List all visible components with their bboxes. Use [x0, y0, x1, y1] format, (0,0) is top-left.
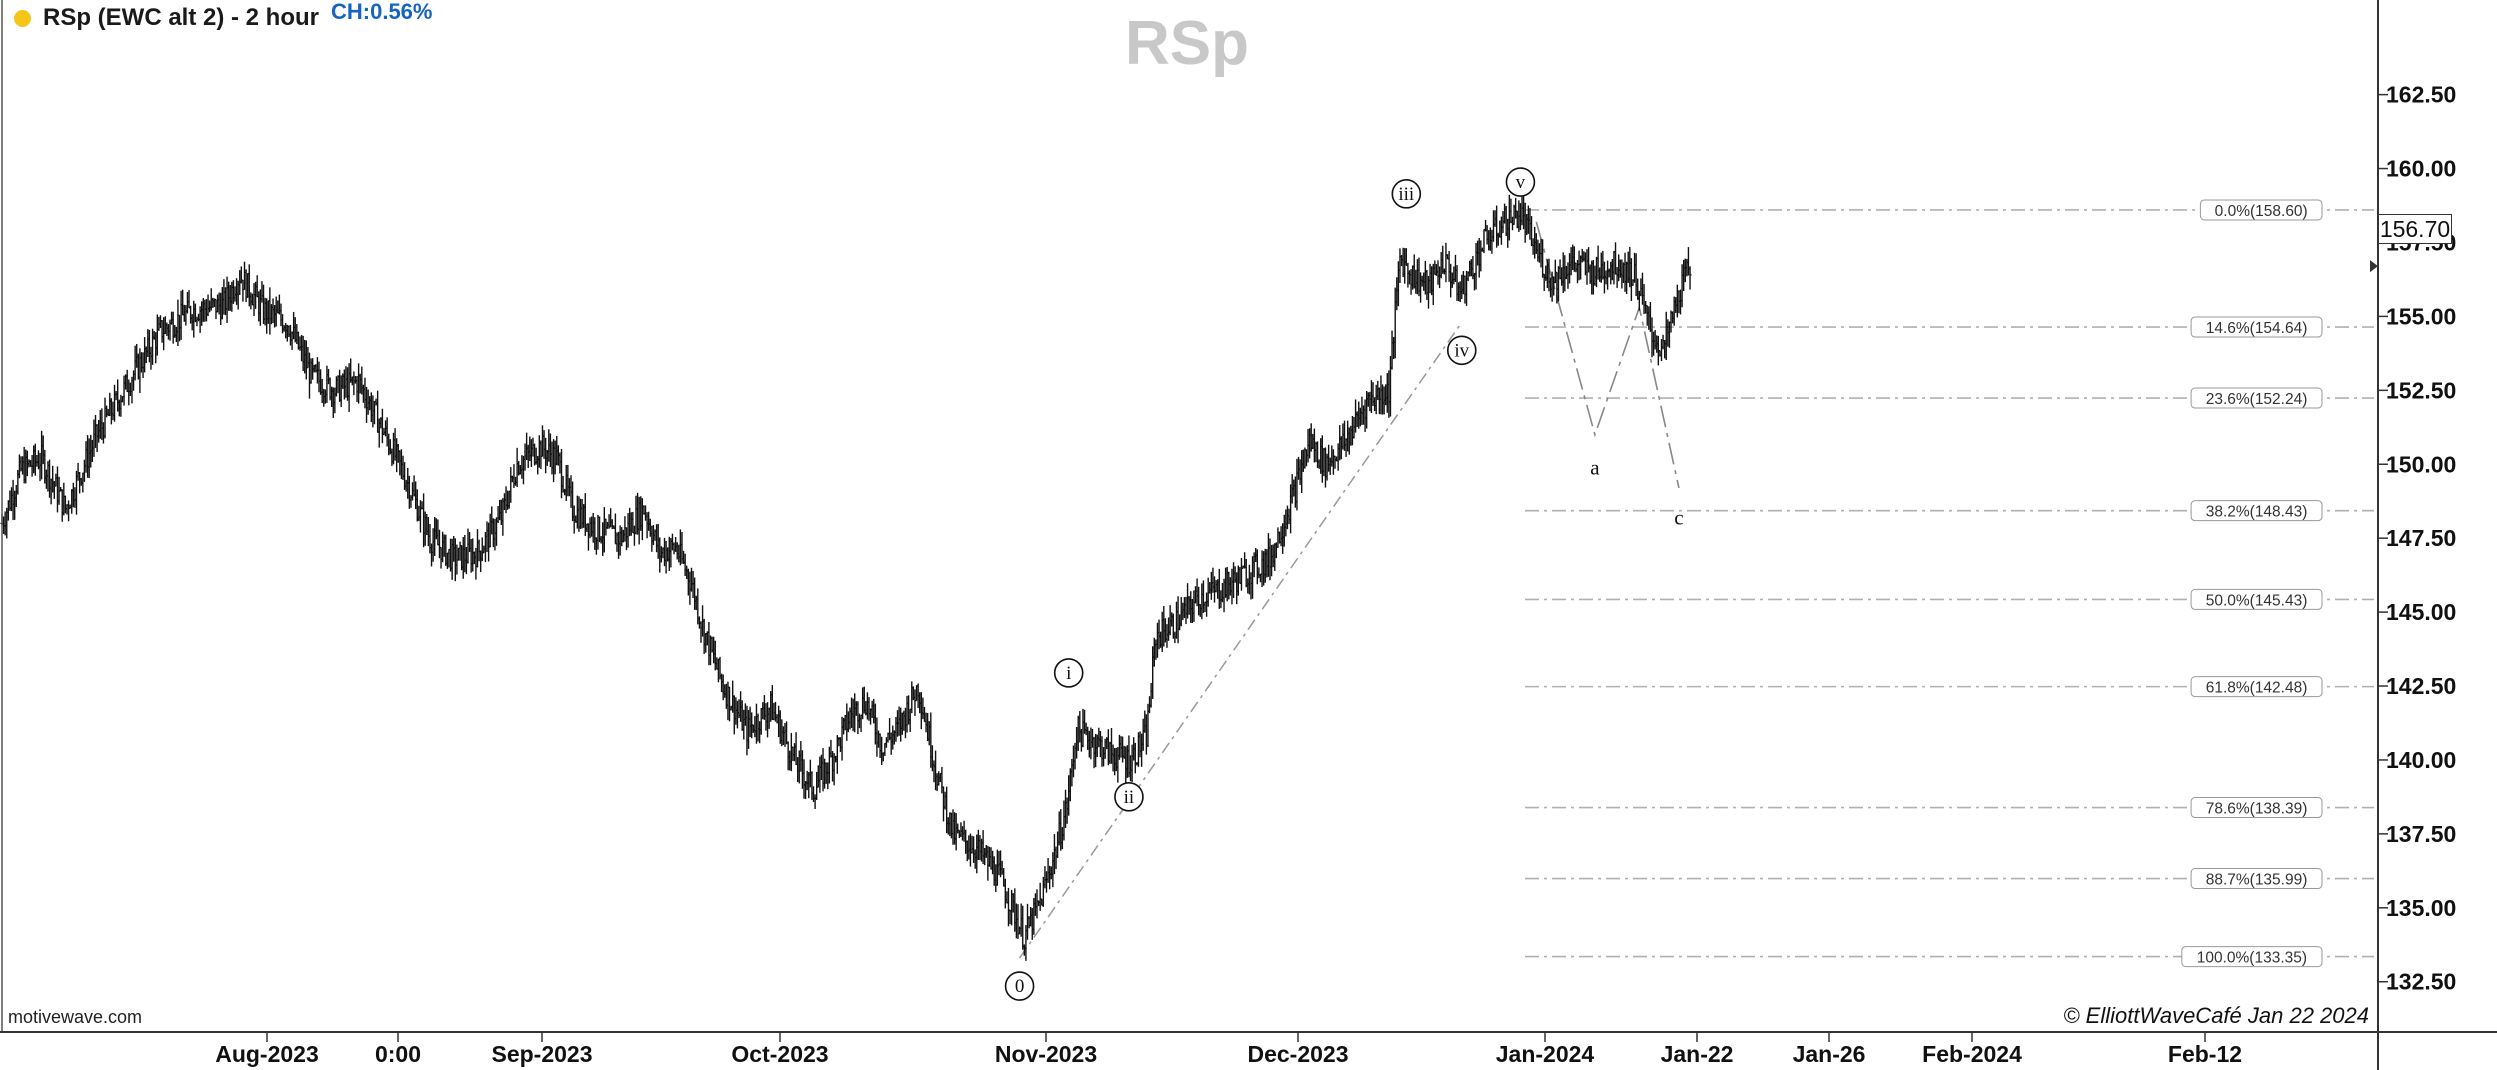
y-tick-label: 162.50 — [2386, 82, 2456, 108]
fib-label: 100.0%(133.35) — [2197, 950, 2307, 967]
x-tick-label: Jan-26 — [1793, 1041, 1866, 1067]
wave-label: v — [1516, 172, 1526, 193]
wave-label: c — [1674, 506, 1683, 530]
wave-label: ii — [1124, 787, 1135, 808]
x-tick-label: Jan-22 — [1661, 1041, 1734, 1067]
fib-label: 61.8%(142.48) — [2206, 680, 2308, 697]
y-tick-label: 132.50 — [2386, 969, 2456, 995]
x-tick-label: Feb-12 — [2168, 1041, 2242, 1067]
fib-label-box — [2190, 676, 2323, 698]
last-price-pointer — [2370, 260, 2378, 273]
y-tick-label: 140.00 — [2386, 747, 2456, 773]
symbol-watermark: RSp — [1125, 9, 1249, 78]
wave-label-circle — [1114, 782, 1144, 812]
fib-label: 0.0%(158.60) — [2215, 203, 2308, 220]
motivewave-link: motivewave.com — [8, 1007, 143, 1027]
y-tick-label: 137.50 — [2386, 821, 2456, 847]
chart-title[interactable]: RSp (EWC alt 2) - 2 hour — [43, 4, 319, 31]
fib-label-box — [2181, 946, 2323, 968]
last-price-marker: 156.70 — [2378, 214, 2452, 244]
wave-label-circle — [1446, 335, 1477, 366]
fib-label: 23.6%(152.24) — [2206, 391, 2308, 408]
y-tick-label: 155.00 — [2386, 303, 2456, 329]
wave-label: i — [1066, 663, 1071, 684]
y-tick-label: 150.00 — [2386, 451, 2456, 477]
wave-label: a — [1590, 455, 1600, 479]
fib-label: 78.6%(138.39) — [2206, 801, 2308, 818]
wave-label-circle — [1391, 179, 1422, 209]
time-axis[interactable]: Aug-2023 0:00 Sep-2023 Oct-2023 Nov-2023 Dec-… — [215, 1032, 2242, 1067]
chart-header: RSp (EWC alt 2) - 2 hour CH:0.56% — [14, 0, 432, 32]
x-tick-label: Aug-2023 — [215, 1041, 319, 1067]
wave-label: iv — [1454, 340, 1469, 361]
fib-label-box — [2190, 797, 2323, 819]
fib-label-box — [2199, 199, 2323, 221]
fib-label: 50.0%(145.43) — [2206, 592, 2308, 609]
wave-label: iii — [1398, 184, 1414, 205]
y-tick-label: 142.50 — [2386, 673, 2456, 699]
fib-label: 38.2%(148.43) — [2206, 504, 2308, 521]
x-tick-label: 0:00 — [375, 1041, 421, 1067]
change-percent: CH:0.56% — [331, 0, 433, 24]
wave-label-circle — [1505, 167, 1536, 197]
y-tick-label: 135.00 — [2386, 895, 2456, 921]
fib-label-box — [2190, 387, 2323, 409]
fib-label-box — [2190, 500, 2323, 522]
fib-label-box — [2190, 588, 2323, 610]
status-dot-icon — [14, 9, 31, 27]
x-tick-label: Nov-2023 — [995, 1041, 1097, 1067]
x-tick-label: Oct-2023 — [731, 1041, 828, 1067]
wave-trendlines — [1018, 221, 1680, 959]
wave-label-circle — [1053, 658, 1084, 688]
x-tick-label: Feb-2024 — [1922, 1041, 2022, 1067]
fib-label-box — [2190, 868, 2323, 890]
x-tick-label: Jan-2024 — [1496, 1041, 1595, 1067]
ohlc-bars — [0, 192, 1692, 961]
y-tick-label: 160.00 — [2386, 156, 2456, 182]
x-tick-label: Sep-2023 — [491, 1041, 592, 1067]
fib-label: 14.6%(154.64) — [2206, 320, 2308, 337]
y-tick-label: 147.50 — [2386, 525, 2456, 551]
y-tick-label: 145.00 — [2386, 599, 2456, 625]
wave-label-circle — [1004, 971, 1035, 1001]
fibonacci-levels: 0.0%(158.60) 14.6%(154.64) 23.6%(152.24) 38… — [1525, 199, 2374, 968]
abc-projection — [1535, 221, 1680, 489]
wave-trendline — [1018, 321, 1463, 959]
fib-label-box — [2190, 316, 2323, 338]
wave-label: 0 — [1015, 976, 1025, 997]
fib-label: 88.7%(135.99) — [2206, 872, 2308, 889]
copyright-text: © ElliottWaveCafé Jan 22 2024 — [2063, 1003, 2369, 1028]
y-tick-label: 152.50 — [2386, 377, 2456, 403]
x-tick-label: Dec-2023 — [1247, 1041, 1348, 1067]
